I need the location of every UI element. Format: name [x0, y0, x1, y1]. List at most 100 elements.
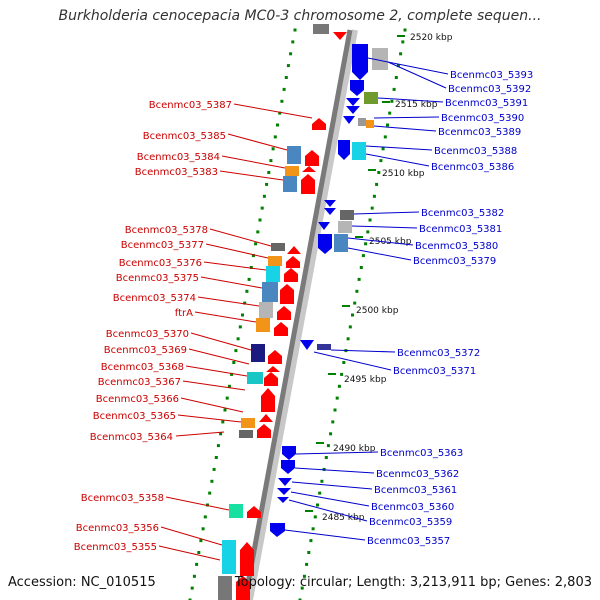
kbp-label: 2515 kbp [395, 100, 438, 110]
tick-dot [355, 289, 359, 293]
gene-block [283, 176, 297, 192]
gene-arrow [346, 98, 360, 106]
tick-dot [392, 87, 396, 91]
tick-dot [190, 586, 194, 590]
tick-dot [289, 52, 293, 56]
gene-block [218, 576, 232, 600]
label-leader [205, 243, 269, 259]
reverse-strand-features [270, 24, 388, 537]
label-leader [284, 529, 366, 541]
label-leader [160, 526, 223, 546]
tick-dot [386, 123, 389, 127]
tick-dot [221, 420, 225, 424]
gene-label: Bcenmc03_5384 [137, 152, 220, 163]
tick-dot [223, 408, 227, 412]
gene-label: Bcenmc03_5381 [419, 224, 502, 235]
gene-label: Bcenmc03_5371 [393, 366, 476, 377]
gene-arrow [286, 256, 300, 268]
gene-block [239, 430, 253, 438]
tick-dot [375, 182, 379, 186]
label-leader [351, 225, 418, 229]
gene-label: Bcenmc03_5375 [116, 273, 199, 284]
tick-dot [199, 539, 203, 543]
tick-dot [368, 218, 372, 222]
label-leader [221, 155, 286, 169]
tick-dot [366, 230, 370, 234]
tick-dot [302, 574, 306, 578]
gene-block [372, 48, 388, 70]
tick-dot [357, 277, 361, 281]
label-leader [295, 451, 379, 455]
tick-dot [359, 266, 363, 269]
tick-dot [188, 598, 192, 600]
gene-label: Bcenmc03_5357 [367, 536, 450, 547]
gene-block [268, 256, 282, 266]
tick-dot [353, 301, 357, 305]
label-leader [288, 499, 368, 522]
gene-label: Bcenmc03_5362 [376, 469, 459, 480]
tick-dot [293, 28, 297, 32]
tick-dot [208, 491, 212, 495]
gene-block [266, 266, 280, 282]
gene-block [340, 210, 354, 220]
gene-arrow [274, 322, 288, 336]
gene-arrow [277, 488, 291, 495]
gene-arrow [338, 140, 350, 160]
tick-dot [234, 349, 238, 353]
gene-arrow [324, 200, 336, 207]
gene-label: Bcenmc03_5380 [415, 241, 498, 252]
gene-label: Bcenmc03_5364 [90, 432, 173, 443]
tick-dot [269, 159, 273, 163]
tick-dot [337, 384, 341, 388]
label-leader [180, 397, 244, 413]
gene-label: Bcenmc03_5389 [438, 127, 521, 138]
gene-label: Bcenmc03_5391 [445, 98, 528, 109]
gene-arrow [300, 340, 314, 350]
gene-block [262, 282, 278, 302]
tick-dot [201, 527, 205, 531]
tick-dot [251, 254, 255, 258]
label-leader [373, 125, 437, 132]
gene-label: Bcenmc03_5388 [434, 146, 517, 157]
tick-dot [286, 64, 290, 68]
tick-dot [403, 28, 407, 32]
kbp-label: 2520 kbp [410, 33, 453, 43]
label-leader [185, 365, 248, 377]
gene-block [222, 540, 236, 574]
gene-label: Bcenmc03_5385 [143, 131, 226, 142]
label-leader [219, 170, 284, 181]
tick-dot [243, 301, 247, 305]
tick-dot [383, 135, 387, 139]
tick-dot [258, 218, 262, 222]
gene-arrow [257, 424, 271, 438]
tick-dot [273, 135, 277, 139]
label-leader [194, 311, 257, 323]
kbp-label: 2495 kbp [344, 375, 387, 385]
tick-dot [227, 384, 231, 388]
tick-dot [309, 539, 313, 543]
gene-arrow [302, 166, 316, 172]
label-leader [330, 349, 396, 353]
label-leader [203, 261, 267, 271]
tick-dot [307, 551, 311, 554]
gene-arrow [346, 106, 360, 114]
label-leader [294, 467, 375, 474]
gene-arrow [284, 268, 298, 282]
gene-label: Bcenmc03_5387 [149, 100, 232, 111]
label-leader [373, 116, 440, 119]
label-leader [182, 380, 246, 391]
label-leader [165, 496, 230, 511]
gene-block [338, 221, 352, 233]
tick-dot [311, 527, 315, 531]
kbp-label: 2500 kbp [356, 306, 399, 316]
backbone-shadow [247, 29, 358, 600]
label-leader [177, 414, 242, 423]
gene-block [247, 372, 263, 384]
tick-tracks [188, 28, 407, 600]
gene-block [287, 146, 301, 164]
gene-arrow [270, 523, 285, 537]
gene-label: Bcenmc03_5359 [369, 517, 452, 528]
gene-arrow [266, 366, 280, 372]
gene-label: Bcenmc03_5377 [121, 240, 204, 251]
gene-block [259, 302, 273, 318]
